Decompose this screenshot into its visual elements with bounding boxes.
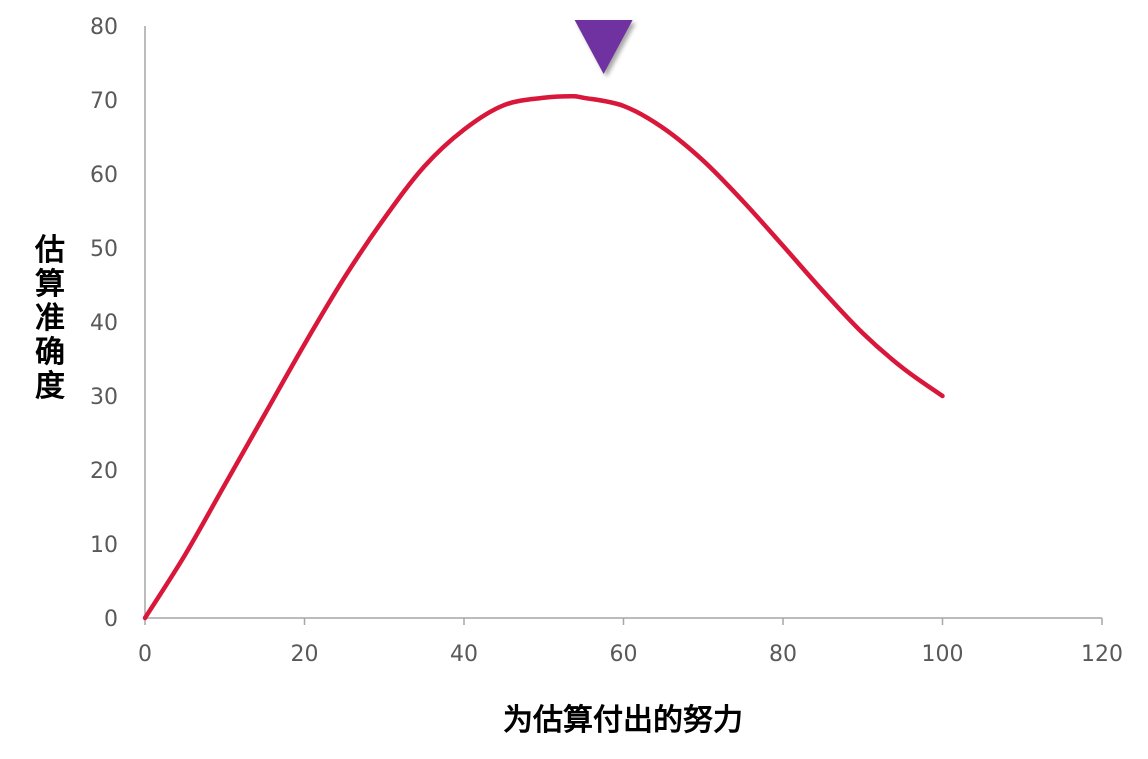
y-axis-title-char: 确 <box>35 335 65 370</box>
x-tick-label: 80 <box>769 642 797 667</box>
series-layer <box>142 94 945 621</box>
y-tick-label: 0 <box>104 607 118 632</box>
y-tick-label: 70 <box>90 89 118 114</box>
y-tick-label: 30 <box>90 385 118 410</box>
y-axis-title-char: 度 <box>35 369 65 404</box>
y-tick-label: 20 <box>90 459 118 484</box>
annotation-layer <box>574 20 633 74</box>
y-tick-label: 60 <box>90 163 118 188</box>
y-axis-title-char: 估 <box>34 233 65 268</box>
x-tick-label: 120 <box>1081 642 1123 667</box>
x-tick-label: 0 <box>138 642 152 667</box>
y-tick-label: 50 <box>90 237 118 262</box>
y-axis-title-char: 准 <box>35 301 65 336</box>
peak-marker-triangle <box>574 20 633 74</box>
series-line <box>142 94 945 621</box>
x-axis-title: 为估算付出的努力 <box>503 703 743 738</box>
ticks: 0 20 40 60 80 100 120 0 10 20 30 40 50 60 70 80 <box>90 15 1123 667</box>
x-tick-label: 100 <box>922 642 964 667</box>
y-tick-label: 80 <box>90 15 118 40</box>
y-tick-label: 10 <box>90 533 118 558</box>
x-tick-label: 40 <box>450 642 478 667</box>
y-tick-label: 40 <box>90 311 118 336</box>
x-tick-label: 20 <box>291 642 319 667</box>
x-tick-label: 60 <box>610 642 638 667</box>
y-axis-title-char: 算 <box>35 267 65 302</box>
axes <box>144 26 1102 619</box>
